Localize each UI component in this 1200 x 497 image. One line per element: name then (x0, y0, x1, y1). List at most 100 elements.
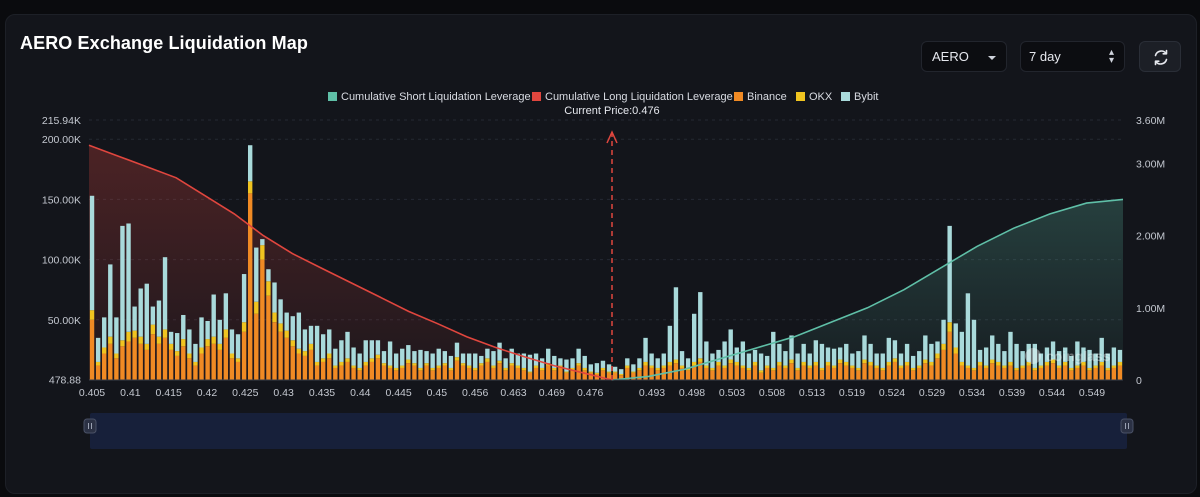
bar-bybit (327, 329, 332, 354)
bar-binance (108, 343, 113, 380)
bar-stack (661, 353, 666, 380)
bar-bybit (284, 312, 289, 331)
bar-stack (844, 343, 849, 380)
refresh-button[interactable] (1139, 41, 1181, 72)
x-tick-label: 0.469 (539, 387, 565, 399)
bar-stack (181, 314, 186, 380)
bar-bybit (223, 293, 229, 330)
bar-stack (95, 337, 101, 380)
bar-bybit (983, 347, 989, 366)
bar-binance (813, 365, 819, 380)
bar-bybit (108, 264, 113, 337)
bar-stack (612, 366, 618, 380)
bar-okx (923, 359, 928, 364)
bar-binance (886, 365, 892, 380)
bar-binance (406, 363, 411, 380)
bar-binance (746, 370, 752, 380)
legend-item-binance[interactable]: Binance (734, 91, 787, 103)
bar-bybit (199, 317, 204, 348)
legend-item-okx[interactable]: OKX (796, 91, 833, 103)
bar-binance (515, 367, 520, 380)
bar-bybit (692, 313, 697, 362)
bar-okx (1087, 367, 1092, 371)
zoom-slider-track[interactable] (90, 413, 1127, 449)
bar-bybit (576, 348, 581, 364)
bar-binance (485, 361, 490, 380)
bar-stack (1056, 351, 1062, 380)
bar-okx (235, 358, 241, 362)
bar-bybit (837, 347, 843, 360)
bar-stack (156, 300, 162, 380)
symbol-select[interactable]: AERO (921, 41, 1007, 72)
bar-okx (296, 348, 302, 354)
bar-stack (235, 334, 241, 380)
zoom-handle-left[interactable] (83, 418, 97, 434)
bar-okx (375, 354, 381, 359)
bar-stack (874, 353, 879, 380)
legend-item-bybit[interactable]: Bybit (841, 91, 878, 103)
bar-okx (479, 363, 484, 366)
bar-bybit (150, 306, 156, 325)
bar-bybit (363, 340, 368, 362)
bar-okx (722, 365, 727, 368)
bar-stack (229, 329, 235, 380)
bar-bybit (746, 353, 752, 368)
bar-stack (929, 343, 934, 380)
bar-okx (156, 336, 162, 344)
bar-stack (643, 337, 648, 380)
bar-stack (710, 353, 715, 380)
bar-binance (260, 259, 265, 380)
bar-binance (473, 370, 478, 380)
bar-binance (996, 365, 1001, 380)
bar-okx (102, 347, 107, 354)
bar-binance (187, 358, 192, 380)
bar-okx (716, 361, 721, 366)
bar-bybit (953, 323, 958, 348)
bar-okx (114, 353, 119, 359)
bar-stack (381, 351, 387, 380)
bar-binance (558, 367, 563, 380)
bar-okx (1008, 361, 1013, 366)
bar-stack (1008, 331, 1013, 380)
bar-bybit (95, 337, 101, 362)
bar-bybit (637, 358, 642, 368)
bar-stack (266, 269, 271, 380)
time-range-select[interactable]: 7 day ▴ ▾ (1020, 41, 1125, 72)
bar-okx (320, 358, 326, 362)
bar-stack (880, 353, 885, 380)
bar-binance (649, 367, 654, 380)
bar-stack (150, 306, 156, 380)
zoom-slider[interactable] (83, 413, 1134, 449)
bar-stack (533, 353, 539, 380)
refresh-icon (1154, 49, 1168, 66)
x-tick-label: 0.529 (919, 387, 945, 399)
bar-stack (692, 313, 697, 380)
bar-binance (692, 365, 697, 380)
bar-binance (114, 358, 119, 380)
bar-okx (509, 363, 514, 366)
bar-okx (612, 371, 618, 373)
bar-okx (1014, 367, 1019, 371)
bar-okx (983, 365, 989, 368)
bar-binance (199, 353, 204, 380)
bar-binance (333, 367, 338, 380)
bar-binance (320, 361, 326, 380)
bar-bybit (649, 353, 654, 366)
bar-stack (272, 282, 277, 380)
bar-okx (473, 367, 478, 371)
chart-legend: Cumulative Short Liquidation Leverage Cu… (328, 91, 878, 103)
bar-binance (254, 313, 259, 380)
bar-bybit (910, 355, 916, 368)
bar-bybit (977, 349, 983, 362)
bar-stack (771, 331, 776, 380)
zoom-handle-right[interactable] (1120, 418, 1134, 434)
bar-okx (181, 339, 186, 347)
bar-stack (722, 341, 727, 380)
bar-okx (570, 367, 575, 371)
legend-item-short[interactable]: Cumulative Short Liquidation Leverage (328, 91, 531, 103)
bar-bybit (868, 343, 873, 362)
bar-binance (327, 358, 332, 380)
bar-okx (710, 367, 715, 371)
legend-item-long[interactable]: Cumulative Long Liquidation Leverage (532, 91, 733, 103)
y-left-tick-label: 50.00K (48, 315, 81, 327)
